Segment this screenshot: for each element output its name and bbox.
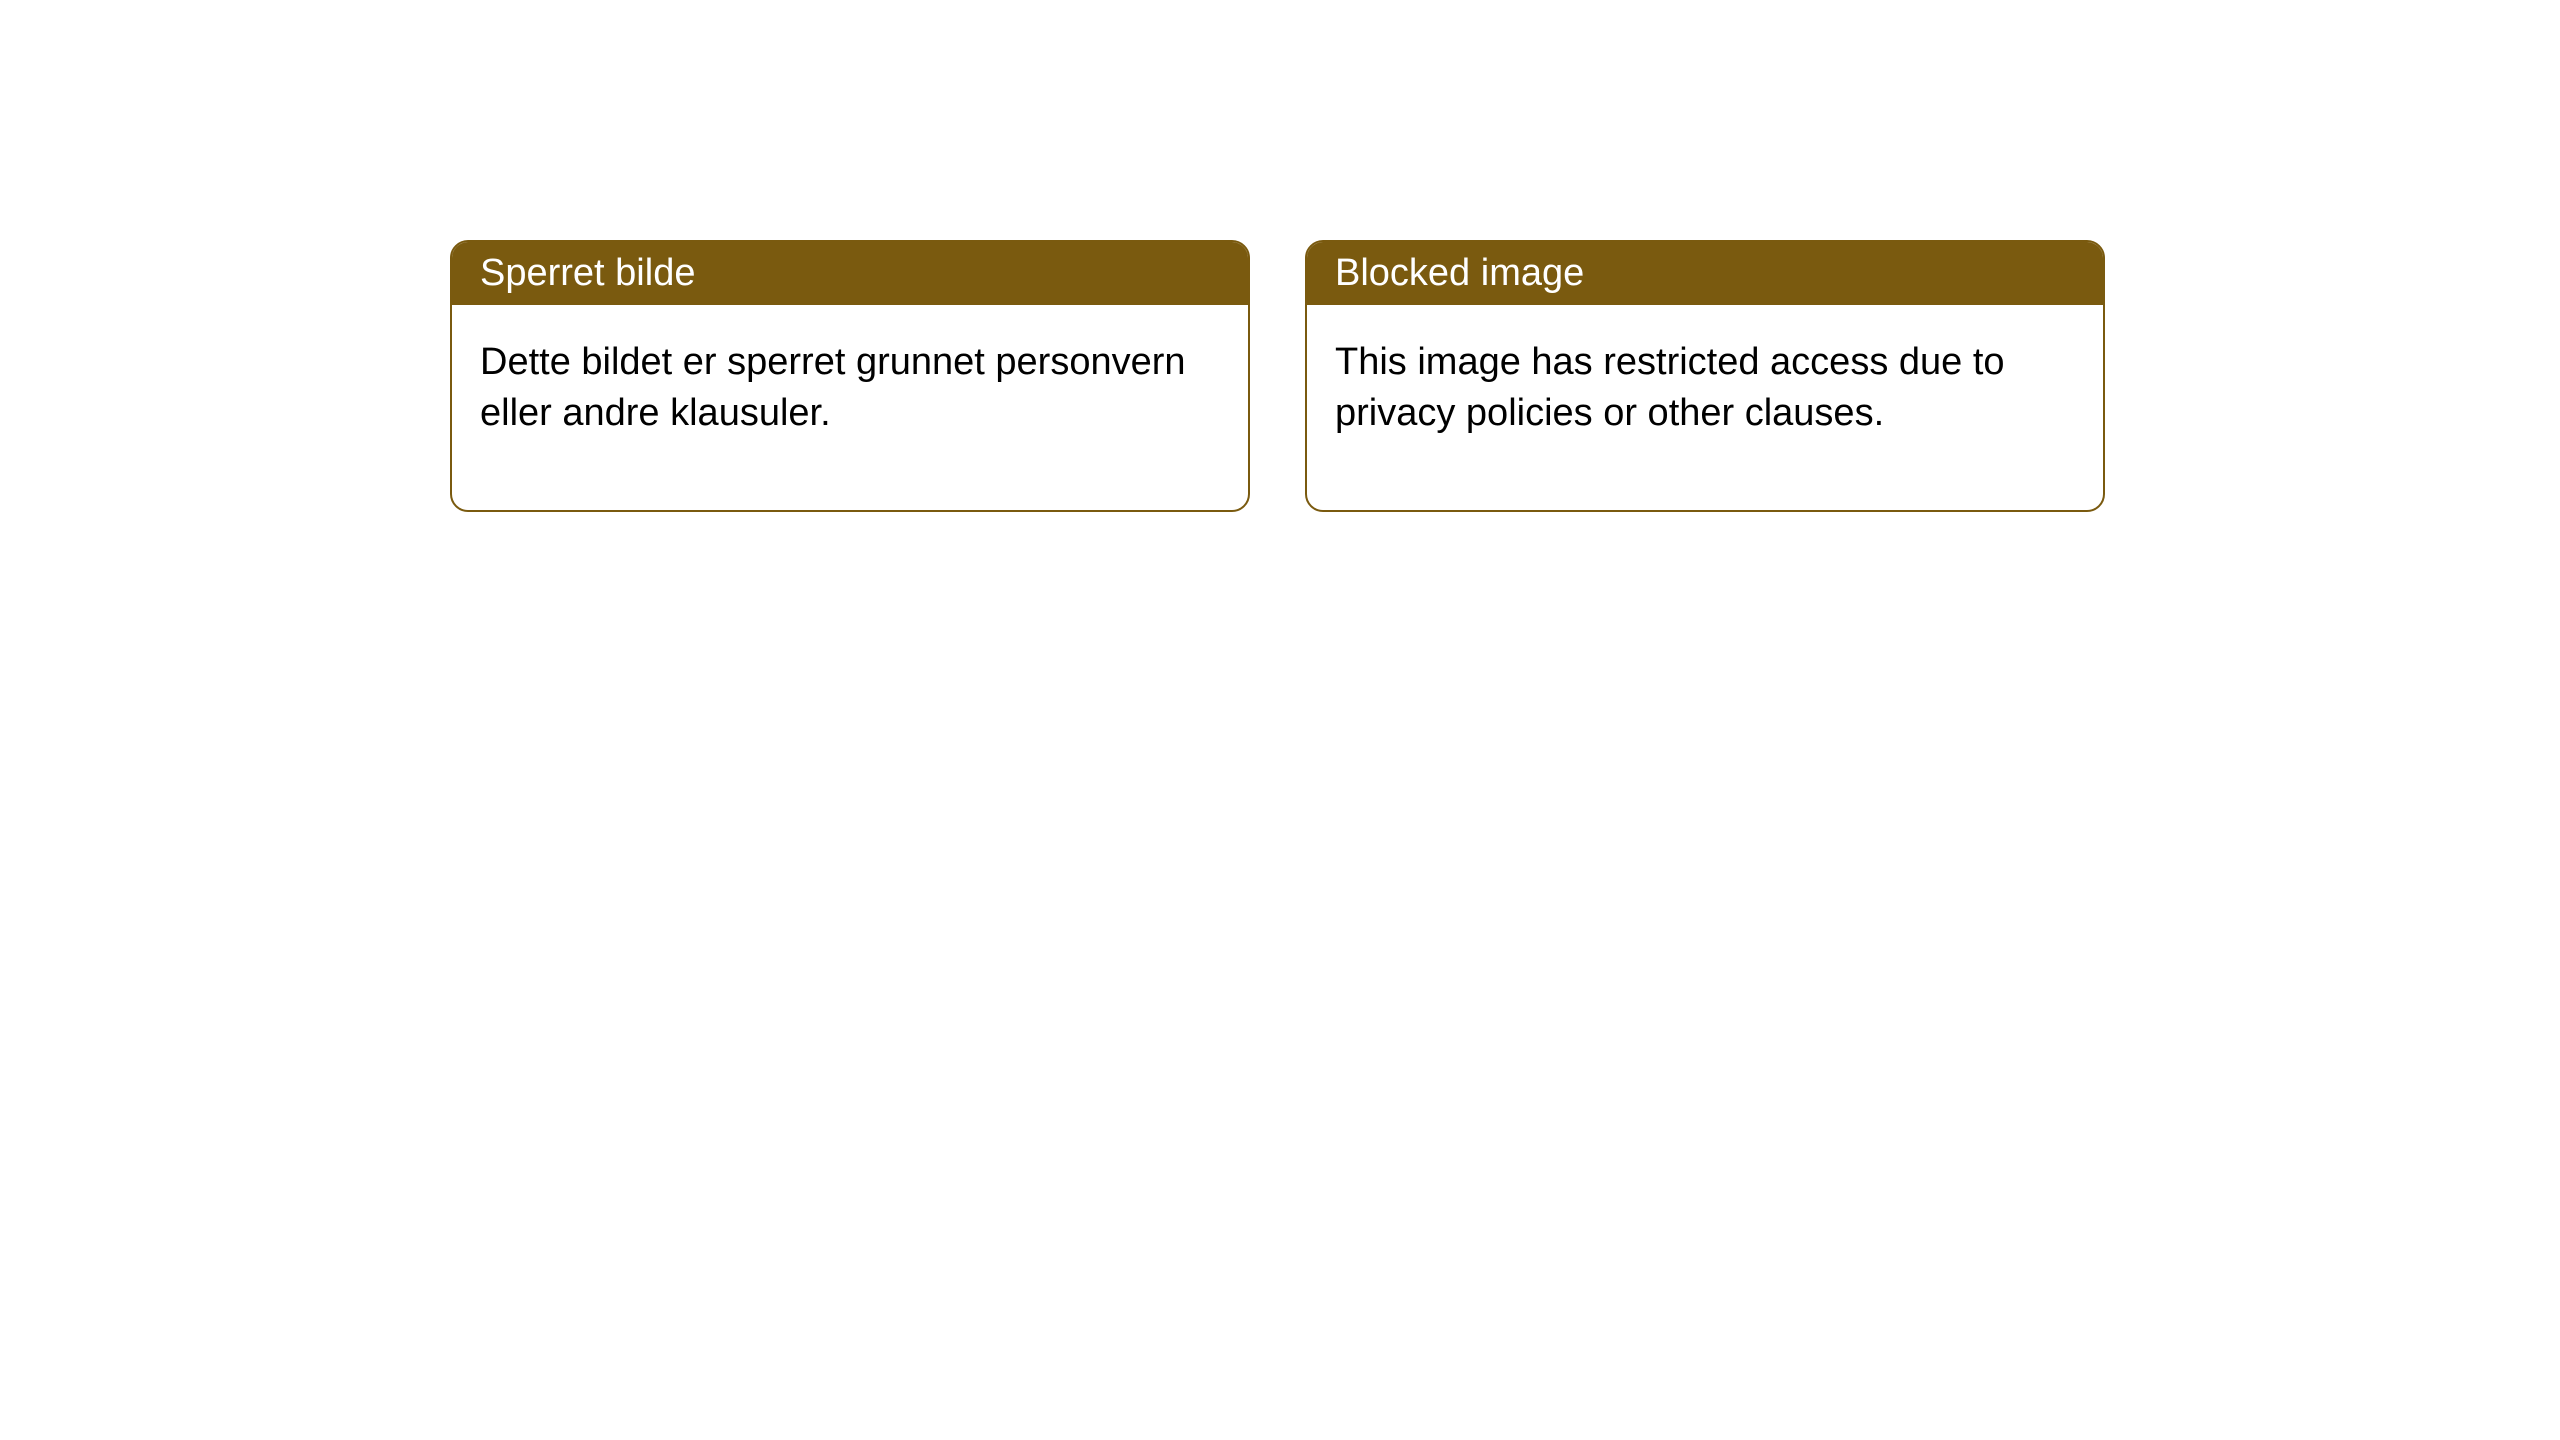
card-body-text: This image has restricted access due to …	[1335, 341, 2005, 434]
card-header: Sperret bilde	[452, 242, 1248, 305]
card-body-text: Dette bildet er sperret grunnet personve…	[480, 341, 1186, 434]
notice-card-english: Blocked image This image has restricted …	[1305, 240, 2105, 512]
notice-cards-container: Sperret bilde Dette bildet er sperret gr…	[450, 240, 2560, 512]
card-body: This image has restricted access due to …	[1307, 305, 2103, 510]
card-body: Dette bildet er sperret grunnet personve…	[452, 305, 1248, 510]
card-title: Sperret bilde	[480, 252, 695, 294]
card-title: Blocked image	[1335, 252, 1584, 294]
notice-card-norwegian: Sperret bilde Dette bildet er sperret gr…	[450, 240, 1250, 512]
card-header: Blocked image	[1307, 242, 2103, 305]
